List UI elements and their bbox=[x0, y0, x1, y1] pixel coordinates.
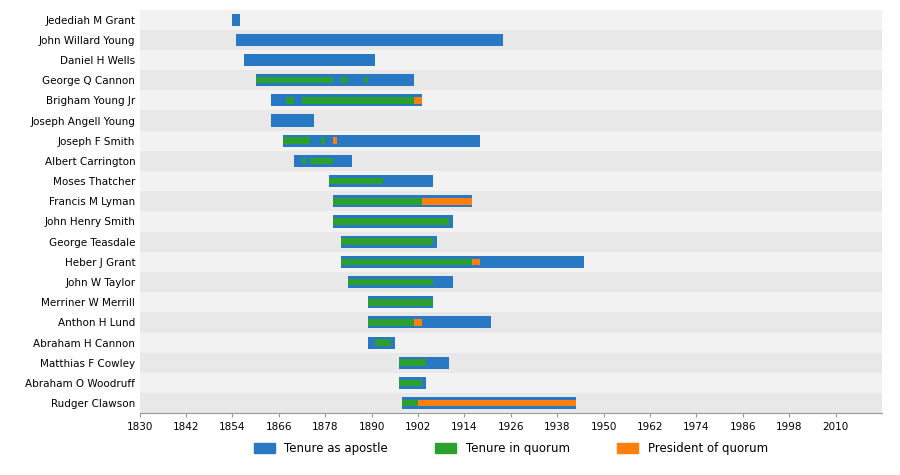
Bar bbox=[368, 296, 434, 308]
Bar bbox=[333, 216, 453, 228]
Bar bbox=[271, 95, 422, 106]
Bar bbox=[140, 10, 882, 29]
Bar bbox=[414, 97, 422, 104]
Bar bbox=[333, 198, 422, 205]
Bar bbox=[340, 256, 584, 268]
Bar bbox=[333, 137, 337, 144]
Bar bbox=[348, 276, 453, 288]
Bar bbox=[140, 171, 882, 191]
Bar bbox=[472, 258, 480, 265]
Bar bbox=[333, 218, 449, 225]
Bar bbox=[402, 400, 418, 407]
Bar bbox=[340, 258, 472, 265]
Bar bbox=[422, 198, 472, 205]
Bar bbox=[302, 97, 414, 104]
Bar bbox=[283, 137, 310, 144]
Bar bbox=[271, 114, 313, 127]
Bar bbox=[368, 316, 491, 329]
Bar bbox=[286, 97, 294, 104]
Bar bbox=[140, 211, 882, 232]
Bar bbox=[140, 111, 882, 131]
Bar bbox=[340, 236, 437, 248]
Bar bbox=[399, 380, 422, 386]
Legend: Tenure as apostle, Tenure in quorum, President of quorum: Tenure as apostle, Tenure in quorum, Pre… bbox=[248, 437, 773, 460]
Bar bbox=[140, 90, 882, 111]
Bar bbox=[140, 272, 882, 292]
Bar bbox=[244, 54, 375, 66]
Bar bbox=[348, 279, 434, 285]
Bar bbox=[140, 232, 882, 252]
Bar bbox=[368, 299, 434, 305]
Bar bbox=[232, 14, 240, 26]
Bar bbox=[364, 77, 368, 84]
Bar bbox=[283, 135, 480, 147]
Bar bbox=[140, 131, 882, 151]
Bar bbox=[140, 313, 882, 332]
Bar bbox=[418, 400, 577, 407]
Bar bbox=[310, 158, 333, 164]
Bar bbox=[140, 373, 882, 393]
Bar bbox=[140, 50, 882, 70]
Bar bbox=[302, 158, 306, 164]
Bar bbox=[140, 252, 882, 272]
Bar bbox=[236, 34, 503, 46]
Bar bbox=[140, 70, 882, 90]
Bar bbox=[140, 352, 882, 373]
Bar bbox=[414, 319, 422, 326]
Bar bbox=[399, 357, 449, 369]
Bar bbox=[256, 74, 414, 86]
Bar bbox=[340, 238, 434, 245]
Bar bbox=[140, 332, 882, 352]
Bar bbox=[140, 292, 882, 313]
Bar bbox=[399, 377, 426, 389]
Bar bbox=[402, 397, 577, 409]
Bar bbox=[294, 155, 352, 167]
Bar bbox=[140, 29, 882, 50]
Bar bbox=[256, 77, 333, 84]
Bar bbox=[140, 393, 882, 413]
Bar bbox=[368, 336, 395, 349]
Bar bbox=[375, 339, 391, 346]
Bar bbox=[321, 137, 325, 144]
Bar bbox=[140, 151, 882, 171]
Bar bbox=[140, 191, 882, 211]
Bar bbox=[329, 175, 434, 187]
Bar bbox=[333, 195, 472, 207]
Bar bbox=[333, 137, 337, 144]
Bar bbox=[368, 319, 414, 326]
Bar bbox=[340, 77, 348, 84]
Bar bbox=[329, 178, 383, 184]
Bar bbox=[399, 360, 426, 366]
